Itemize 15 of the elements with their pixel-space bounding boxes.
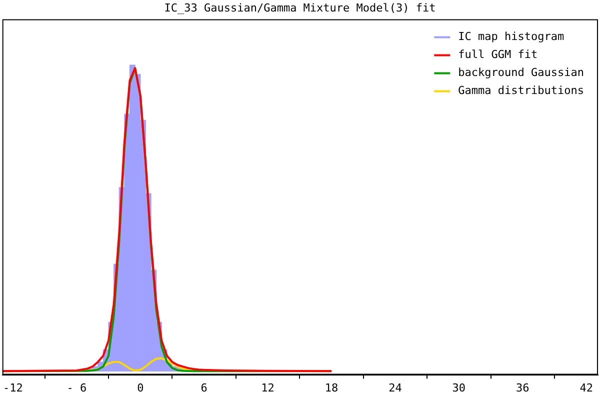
legend-label: full GGM fit [458,48,538,62]
x-tick-label: 30 [452,381,466,394]
legend-label: Gamma distributions [458,84,584,98]
legend-label: IC map histogram [458,30,565,44]
x-tick-label: 6 [200,381,208,394]
x-tick-label: 42 [580,381,593,394]
x-tick-label: 36 [516,381,530,394]
x-tick-label: -12 [3,381,23,394]
x-tick-label: 0 [137,381,144,394]
x-tick-label: 24 [388,381,402,394]
x-tick-label: 12 [261,381,274,394]
chart-title: IC_33 Gaussian/Gamma Mixture Model(3) fit [164,1,436,14]
x-tick-label: - 6 [66,381,87,394]
legend-label: background Gaussian [458,66,584,80]
x-tick-label: 18 [324,381,338,394]
